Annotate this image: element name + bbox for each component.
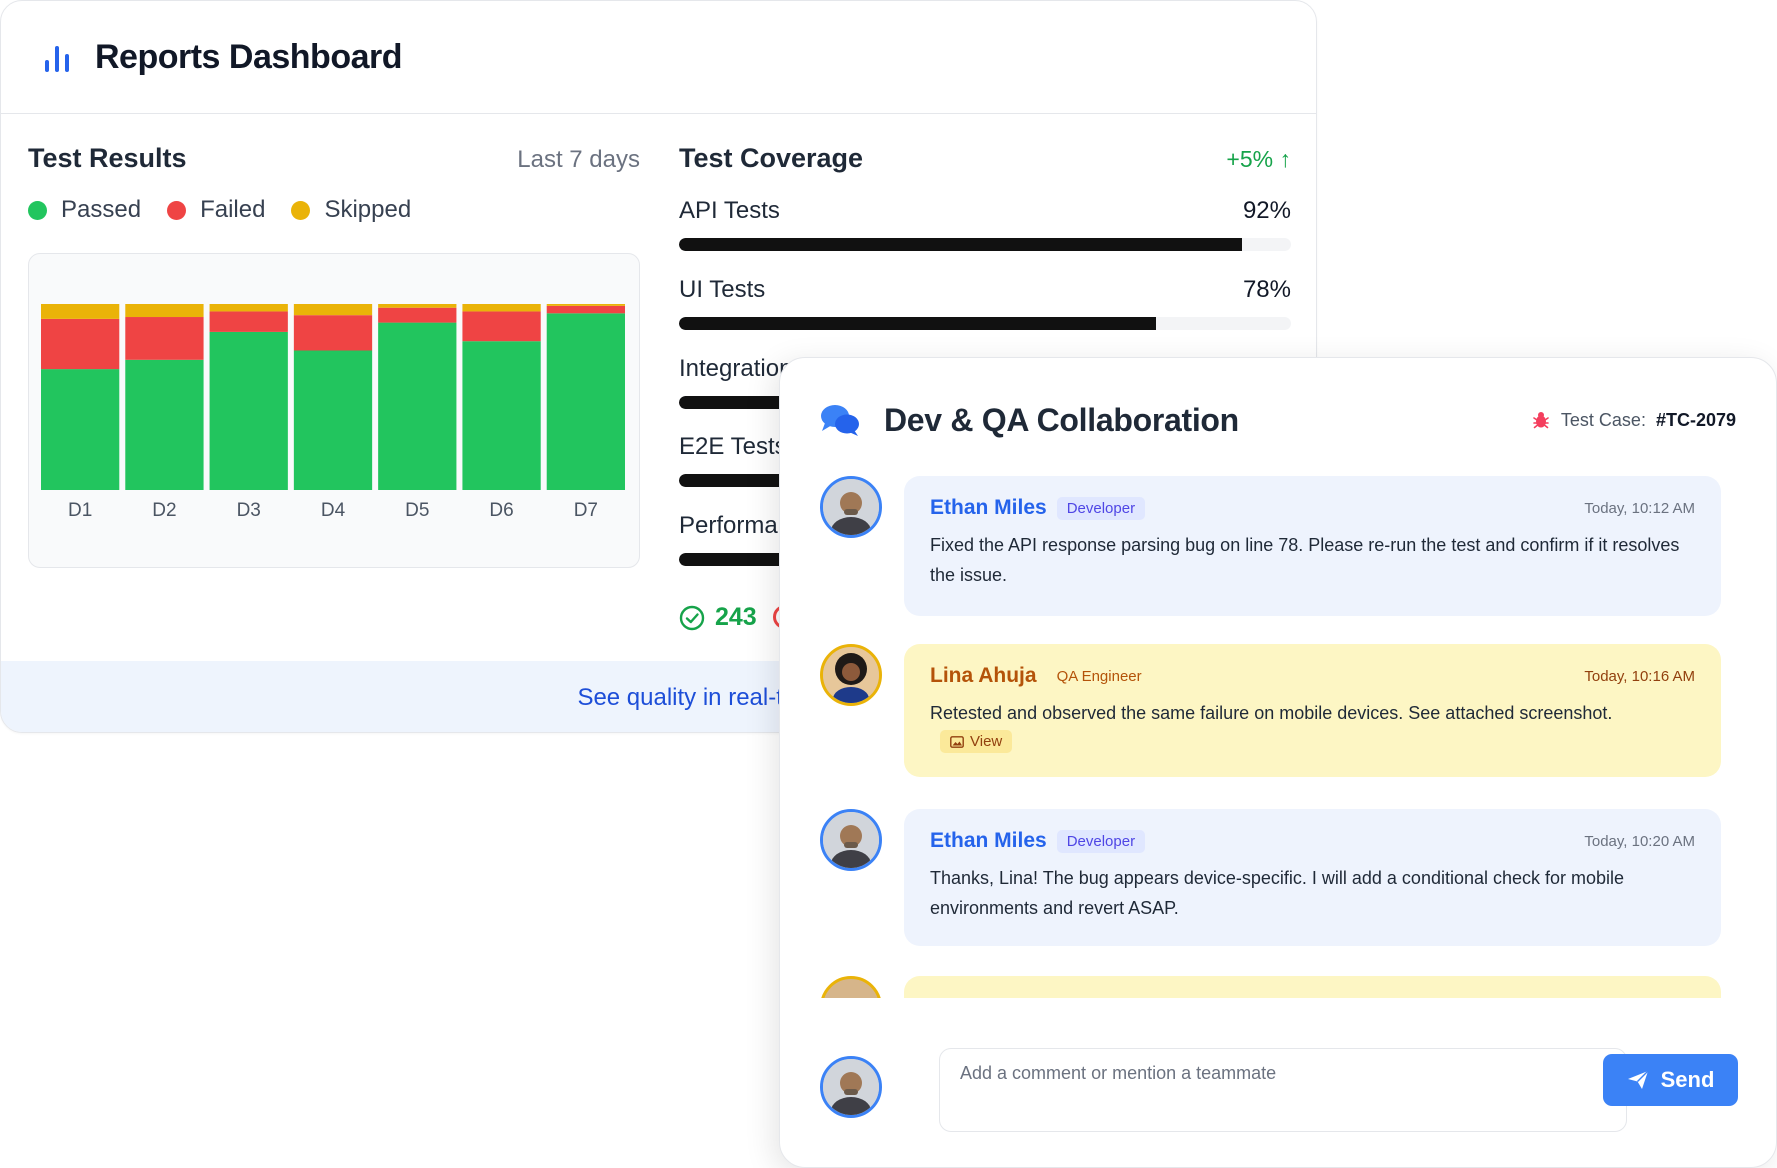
legend-item-passed: Passed xyxy=(28,196,141,224)
bar-segment-failed-d4 xyxy=(293,315,373,351)
timestamp: Today, 10:20 AM xyxy=(1584,832,1695,850)
x-tick-label: D3 xyxy=(237,500,261,521)
x-tick-label: D6 xyxy=(489,500,513,521)
bar-segment-failed-d6 xyxy=(462,311,541,342)
test-case-tag[interactable]: Test Case: #TC-2079 xyxy=(1531,410,1736,431)
test-coverage-panel: Test Coverage +5% ↑ xyxy=(679,143,1291,174)
message-text: Thanks, Lina! The bug appears device-spe… xyxy=(930,868,1625,918)
bar-segment-passed-d5 xyxy=(378,322,457,490)
bar-segment-passed-d2 xyxy=(125,359,204,490)
bar-segment-failed-d1 xyxy=(41,318,120,370)
test-results-chart: D1 D2 D3 D4 D5 D6 D7 xyxy=(28,253,640,568)
bar-segment-skipped-d4 xyxy=(293,304,373,316)
person-avatar-icon xyxy=(823,647,879,703)
message-thread[interactable]: Ethan Miles Developer Today, 10:12 AM Fi… xyxy=(780,476,1776,998)
image-icon xyxy=(950,735,964,748)
chart-legend: Passed Failed Skipped xyxy=(28,196,640,224)
message-bubble: Ethan Miles Developer Today, 10:20 AM Th… xyxy=(904,809,1721,946)
comment-composer: Send xyxy=(820,1048,1738,1132)
timestamp: Today, 10:12 AM xyxy=(1584,499,1695,517)
bar-segment-failed-d5 xyxy=(378,307,457,323)
avatar[interactable] xyxy=(820,809,882,871)
avatar[interactable] xyxy=(820,644,882,706)
legend-item-failed: Failed xyxy=(167,196,265,224)
passed-dot-icon xyxy=(28,200,47,220)
message-text: Fixed the API response parsing bug on li… xyxy=(930,535,1680,585)
bar-segment-passed-d7 xyxy=(546,313,625,490)
dashboard-header: Reports Dashboard xyxy=(1,1,1316,114)
x-tick-label: D7 xyxy=(574,500,598,521)
dashboard-title: Reports Dashboard xyxy=(95,37,403,76)
date-range-label[interactable]: Last 7 days xyxy=(517,146,640,173)
check-circle-icon xyxy=(679,605,705,630)
author-name[interactable]: Lina Ahuja xyxy=(930,664,1037,687)
author-name[interactable]: Ethan Miles xyxy=(930,496,1047,519)
bar-segment-skipped-d7 xyxy=(546,304,625,306)
x-tick-label: D2 xyxy=(152,500,176,521)
role-badge: Developer xyxy=(1056,496,1146,520)
bar-segment-skipped-d5 xyxy=(378,304,457,308)
test-coverage-title: Test Coverage xyxy=(679,143,864,173)
send-button[interactable]: Send xyxy=(1603,1054,1738,1106)
bar-segment-failed-d7 xyxy=(546,305,625,314)
bar-segment-passed-d3 xyxy=(209,331,288,490)
skipped-dot-icon xyxy=(291,200,311,220)
x-tick-label: D5 xyxy=(405,500,429,521)
failed-dot-icon xyxy=(167,200,187,220)
collab-header: Dev & QA Collaboration Test Case: #TC-20… xyxy=(820,398,1736,442)
avatar[interactable] xyxy=(820,476,882,538)
x-tick-label: D1 xyxy=(68,500,92,521)
bar-chart-icon xyxy=(45,42,69,72)
message-text: Retested and observed the same failure o… xyxy=(930,703,1613,723)
stacked-bar-chart: D1 D2 D3 D4 D5 D6 D7 xyxy=(41,304,625,521)
chat-bubbles-icon xyxy=(821,405,859,436)
x-tick-label: D4 xyxy=(321,500,346,521)
test-results-title: Test Results xyxy=(28,143,187,173)
paper-plane-icon xyxy=(1627,1070,1649,1089)
bar-segment-passed-d1 xyxy=(41,369,120,490)
coverage-track xyxy=(679,238,1291,251)
test-results-panel: Test Results Last 7 days Passed Failed S… xyxy=(28,143,640,224)
bar-segment-failed-d3 xyxy=(209,311,288,332)
coverage-delta: +5% ↑ xyxy=(1226,146,1291,172)
collab-title: Dev & QA Collaboration xyxy=(884,401,1239,438)
test-case-id: #TC-2079 xyxy=(1655,409,1736,430)
collaboration-card: Dev & QA Collaboration Test Case: #TC-20… xyxy=(779,357,1777,1168)
bar-segment-skipped-d2 xyxy=(125,304,204,318)
current-user-avatar[interactable] xyxy=(820,1056,882,1118)
coverage-fill xyxy=(679,317,1157,330)
role-badge: Developer xyxy=(1056,829,1146,853)
bar-segment-skipped-d3 xyxy=(209,304,288,312)
passed-count: 243 xyxy=(679,603,757,632)
timestamp: Today, 10:16 AM xyxy=(1584,667,1695,685)
test-case-label: Test Case: xyxy=(1560,409,1646,430)
role-badge: QA Engineer xyxy=(1056,667,1142,685)
legend-item-skipped: Skipped xyxy=(291,196,411,224)
bar-segment-skipped-d6 xyxy=(462,304,541,312)
coverage-row-ui: UI Tests 78% xyxy=(679,276,1291,330)
message-bubble xyxy=(904,976,1721,998)
coverage-track xyxy=(679,317,1291,330)
view-attachment-button[interactable]: View xyxy=(940,730,1013,753)
bar-segment-passed-d6 xyxy=(462,341,541,490)
coverage-row-api: API Tests 92% xyxy=(679,197,1291,251)
message-bubble: Ethan Miles Developer Today, 10:12 AM Fi… xyxy=(904,476,1721,616)
comment-input[interactable] xyxy=(939,1048,1627,1132)
coverage-fill xyxy=(679,238,1243,251)
person-avatar-icon xyxy=(823,1059,879,1115)
bar-segment-skipped-d1 xyxy=(41,304,120,319)
author-name[interactable]: Ethan Miles xyxy=(930,829,1047,852)
bar-segment-failed-d2 xyxy=(125,317,204,360)
avatar[interactable] xyxy=(820,976,882,998)
person-avatar-icon xyxy=(823,812,879,868)
bar-segment-passed-d4 xyxy=(293,350,373,490)
message-bubble: Lina Ahuja QA Engineer Today, 10:16 AM R… xyxy=(904,644,1721,777)
person-avatar-icon xyxy=(823,479,879,535)
bug-icon xyxy=(1533,412,1549,429)
